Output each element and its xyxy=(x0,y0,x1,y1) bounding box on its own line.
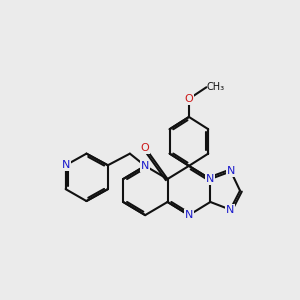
Text: O: O xyxy=(141,143,150,153)
Text: N: N xyxy=(185,210,193,220)
Text: N: N xyxy=(61,160,70,170)
Text: N: N xyxy=(206,174,214,184)
Text: N: N xyxy=(227,167,235,176)
Text: N: N xyxy=(226,205,234,214)
Text: N: N xyxy=(141,161,149,171)
Text: O: O xyxy=(184,94,193,104)
Text: CH₃: CH₃ xyxy=(206,82,224,92)
